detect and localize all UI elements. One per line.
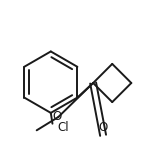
Text: Cl: Cl bbox=[57, 121, 69, 134]
Text: O: O bbox=[52, 110, 61, 123]
Text: O: O bbox=[98, 121, 108, 134]
